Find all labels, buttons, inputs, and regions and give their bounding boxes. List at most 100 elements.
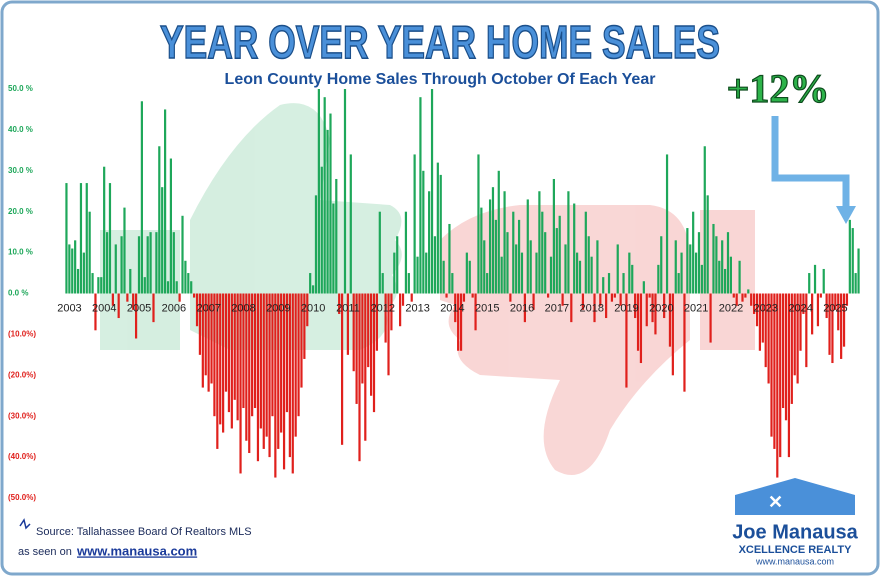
hand-icon: [19, 518, 31, 530]
bar: [732, 293, 735, 298]
bar: [88, 211, 91, 294]
bar: [390, 293, 393, 331]
bar: [262, 293, 265, 449]
bar: [137, 236, 141, 294]
bar: [512, 211, 515, 294]
x-tick-label: 2023: [754, 302, 778, 314]
website-link[interactable]: www.manausa.com: [76, 543, 197, 558]
annotation-arrowhead: [836, 206, 856, 224]
bar: [277, 293, 280, 449]
logo-tagline: XCELLENCE REALTY: [739, 544, 853, 556]
bar: [683, 293, 686, 392]
logo-mark: ✕: [768, 492, 783, 512]
bar: [358, 293, 361, 462]
bar: [834, 293, 837, 310]
bar: [134, 293, 138, 339]
bar: [831, 293, 834, 364]
y-tick-label: (10.0%): [8, 330, 36, 339]
bar: [564, 244, 567, 294]
chart-subtitle: Leon County Home Sales Through October O…: [225, 71, 656, 88]
y-tick-label: 50.0 %: [8, 84, 33, 93]
bar: [842, 293, 846, 347]
bar: [602, 277, 605, 294]
bar: [634, 293, 637, 319]
bar: [828, 293, 831, 355]
bar: [773, 293, 776, 449]
bar: [494, 219, 497, 294]
bar: [311, 285, 315, 294]
bar: [752, 293, 756, 314]
bar: [442, 260, 445, 294]
bar: [428, 191, 431, 294]
bar: [541, 211, 544, 294]
bar: [480, 207, 483, 294]
bar: [680, 252, 683, 294]
bar: [700, 264, 703, 294]
bar: [224, 293, 228, 392]
bar: [663, 293, 666, 319]
bar: [576, 252, 579, 294]
bar: [567, 191, 570, 294]
bar: [120, 236, 123, 294]
bar: [207, 293, 210, 392]
y-tick-label: 30.0 %: [8, 166, 33, 175]
bar: [163, 109, 167, 294]
chart-title: YEAR OVER YEAR HOME SALES: [160, 16, 720, 68]
x-tick-label: 2012: [371, 302, 395, 314]
x-tick-label: 2008: [231, 302, 255, 314]
bar: [280, 293, 283, 433]
bar: [726, 232, 730, 294]
bar: [645, 293, 648, 327]
logo-name: Joe Manausa: [732, 521, 858, 543]
bar: [857, 248, 860, 294]
y-tick-label: (20.0%): [8, 370, 36, 379]
bar: [706, 195, 709, 294]
y-tick-label: 20.0 %: [8, 207, 33, 216]
bar: [149, 232, 152, 294]
bar: [230, 293, 233, 429]
bar: [172, 232, 175, 294]
bar: [581, 293, 585, 310]
bar: [535, 252, 538, 294]
plot-area: 50.0 % 40.0 % 30.0 % 20.0 % 10.0 % 0.0 % (10.0…: [8, 84, 860, 502]
bar: [370, 293, 373, 396]
bar: [813, 264, 817, 294]
bar: [689, 244, 692, 294]
bar: [436, 162, 439, 294]
bar: [303, 293, 306, 359]
bar: [526, 199, 529, 294]
bar: [488, 199, 492, 294]
bar: [668, 293, 672, 347]
bar: [616, 244, 619, 294]
bar: [259, 293, 262, 429]
bar: [97, 277, 100, 294]
bar: [288, 293, 291, 458]
x-tick-label: 2016: [510, 302, 534, 314]
bar: [166, 281, 170, 294]
bar: [529, 240, 532, 294]
bar: [578, 260, 582, 294]
x-tick-label: 2005: [127, 302, 151, 314]
bar: [227, 293, 231, 413]
bar: [610, 293, 614, 302]
bar: [384, 293, 387, 343]
bar: [300, 293, 303, 388]
x-tick-label: 2024: [788, 302, 812, 314]
bar: [381, 273, 384, 294]
bar: [204, 293, 207, 376]
bar: [837, 293, 840, 331]
bar: [796, 293, 799, 384]
bar: [355, 293, 358, 404]
bar: [677, 273, 680, 294]
bar: [599, 293, 602, 306]
bar: [105, 232, 109, 294]
bar: [181, 215, 184, 294]
bar: [613, 293, 616, 298]
bar: [703, 146, 706, 294]
x-tick-label: 2007: [196, 302, 220, 314]
bar: [161, 187, 164, 294]
bar: [256, 293, 260, 462]
bar: [805, 293, 808, 368]
bar: [129, 268, 132, 294]
logo-house: [735, 478, 855, 515]
